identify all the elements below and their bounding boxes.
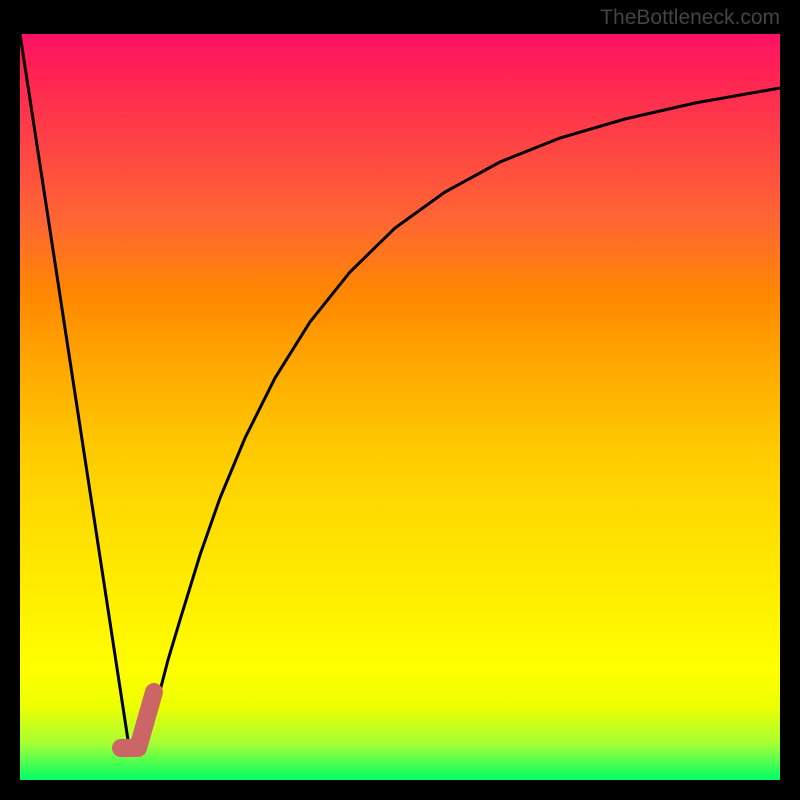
- bottleneck-curve: [20, 34, 780, 749]
- chart-svg: [0, 0, 800, 800]
- chart-container: TheBottleneck.com: [0, 0, 800, 800]
- watermark-text: TheBottleneck.com: [600, 6, 780, 30]
